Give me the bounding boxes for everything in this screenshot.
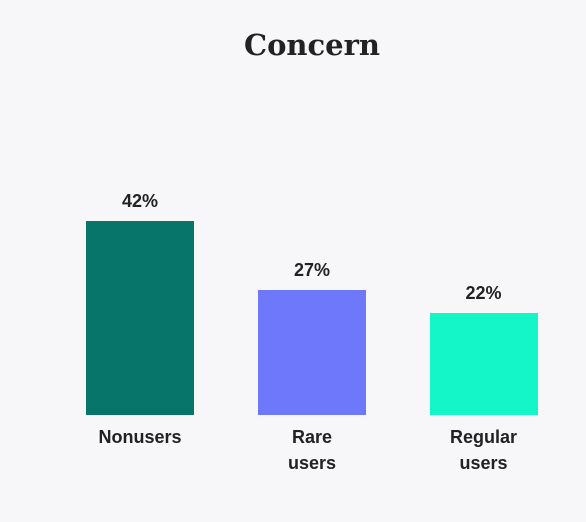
x-tick-label: Rare users — [287, 427, 337, 473]
x-tick-label: Regular users — [449, 427, 518, 473]
data-label: 22% — [465, 283, 502, 304]
bar — [86, 221, 194, 415]
bar — [258, 290, 366, 415]
chart-title: Concern — [244, 28, 380, 62]
bar — [429, 313, 538, 415]
data-label: 27% — [293, 260, 331, 281]
x-tick-label: Nonusers — [98, 427, 182, 447]
data-label: 42% — [121, 191, 159, 211]
